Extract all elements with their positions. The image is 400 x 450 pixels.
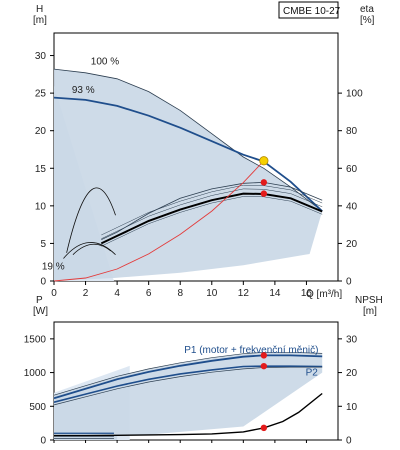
y-right-tick-label: 80 <box>346 126 358 137</box>
p1-label: P1 (motor + frekvenční měnič) <box>184 345 318 356</box>
curve-label: 100 % <box>91 57 119 68</box>
head-curve-93 <box>53 96 323 212</box>
curve-label: 19 % <box>42 262 65 273</box>
y-axis-label-h-unit: [m] <box>33 15 47 26</box>
head-x-ticks: 0 2 4 6 8 10 12 14 16 <box>51 281 312 299</box>
head-curve-labels: 100 % 93 % 19 % <box>42 57 119 273</box>
p1-curve-upper <box>53 351 323 396</box>
x-tick-label: 2 <box>83 288 89 299</box>
p2-curve-lower <box>53 366 323 406</box>
head-curves <box>53 68 323 282</box>
power-envelope-main <box>54 352 323 440</box>
y-left-tick-label: 25 <box>35 89 47 100</box>
y-axis-label-eta: eta <box>360 4 374 15</box>
eta-curve-thin-3 <box>101 184 323 236</box>
system-curve <box>53 160 265 282</box>
power-curve-labels: P1 (motor + frekvenční měnič) P2 <box>184 345 318 378</box>
x-tick-label: 14 <box>269 288 281 299</box>
y-axis-label-npsh-unit: [m] <box>363 306 377 317</box>
eta-curve-thin-2 <box>101 196 323 247</box>
x-tick-label: 10 <box>206 288 218 299</box>
p2-curve <box>53 365 323 403</box>
power-duty-points <box>260 352 268 432</box>
y-right-tick-label: 60 <box>346 164 358 175</box>
power-y-tick-label: 500 <box>29 402 46 413</box>
y-axis-label-p-unit: [W] <box>33 306 48 317</box>
npsh-duty-point <box>260 424 268 432</box>
y-left-tick-label: 15 <box>35 164 47 175</box>
x-tick-label: 4 <box>114 288 120 299</box>
head-envelope <box>54 69 323 282</box>
p1-curve <box>53 354 323 400</box>
x-tick-label: 16 <box>301 288 313 299</box>
y-right-tick-label: 20 <box>346 239 358 250</box>
eta-duty-point <box>260 190 268 197</box>
x-tick-label: 12 <box>238 288 250 299</box>
y-left-tick-label: 5 <box>40 239 46 250</box>
y-right-tick-label: 0 <box>346 277 352 288</box>
y-left-tick-label: 30 <box>35 51 47 62</box>
model-label: CMBE 10-27 <box>283 6 341 17</box>
head-envelope-main <box>54 69 323 282</box>
p2-duty-point <box>260 362 268 370</box>
head-y-ticks: 0 5 10 15 20 25 30 <box>35 51 54 288</box>
npsh-y-ticks: 0 10 20 30 <box>338 334 358 447</box>
npsh-y-tick-label: 30 <box>346 334 358 345</box>
power-envelope <box>54 352 323 440</box>
x-tick-label: 8 <box>177 288 183 299</box>
power-y-tick-label: 0 <box>40 436 46 447</box>
y-left-tick-label: 10 <box>35 201 47 212</box>
power-y-ticks: 0 500 1000 1500 <box>24 334 307 447</box>
npsh-y-tick-label: 20 <box>346 368 358 379</box>
npsh-curve <box>54 392 323 437</box>
eta-low-arc-3 <box>72 243 112 255</box>
model-box <box>278 1 339 19</box>
power-y-tick-label: 1000 <box>24 368 47 379</box>
eta-low-arc-1 <box>66 187 116 253</box>
y-left-tick-label: 0 <box>40 277 46 288</box>
npsh-y-tick-label: 10 <box>346 402 358 413</box>
x-tick-label: 0 <box>51 288 57 299</box>
y-right-tick-label: 40 <box>346 201 358 212</box>
y-axis-label-eta-unit: [%] <box>360 15 375 26</box>
eta-duty-point <box>260 179 268 186</box>
power-y-tick-label: 1500 <box>24 334 47 345</box>
power-chart: 0 500 1000 1500 0 10 20 30 P1 (motor + frekven… <box>24 295 383 447</box>
y-right-tick-label: 100 <box>346 89 363 100</box>
p2-label: P2 <box>306 367 319 378</box>
head-chart: 0 2 4 6 8 10 12 14 16 0 5 10 15 20 25 30 0 20 40 60 80 100 … <box>33 1 375 300</box>
duty-point <box>259 156 269 166</box>
head-curve-100 <box>53 68 323 212</box>
x-axis-label: Q [m³/h] <box>306 289 342 300</box>
npsh-y-tick-label: 0 <box>346 436 352 447</box>
eta-curve-thin-1 <box>101 188 323 239</box>
eta-curve <box>100 192 323 245</box>
curve-label: 93 % <box>72 85 95 96</box>
y-axis-label-h: H <box>36 4 43 15</box>
power-curves <box>53 351 323 440</box>
x-tick-label: 6 <box>146 288 152 299</box>
head-duty-points <box>259 156 269 197</box>
eta-y-ticks: 0 20 40 60 80 100 <box>338 89 363 288</box>
p1-duty-point <box>260 352 268 359</box>
y-axis-label-npsh: NPSH <box>355 295 383 306</box>
y-axis-label-p: P <box>36 295 43 306</box>
y-left-tick-label: 20 <box>35 126 47 137</box>
